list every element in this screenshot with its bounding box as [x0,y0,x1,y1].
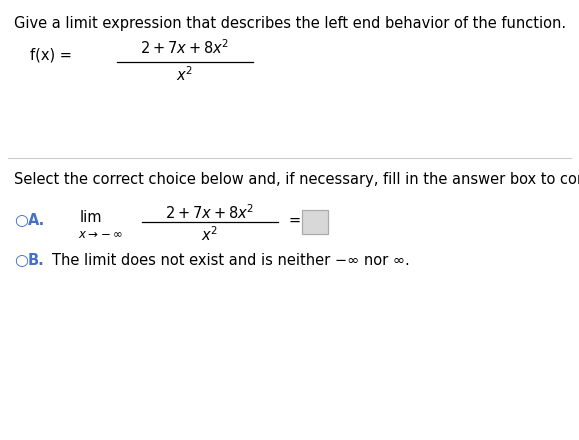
Text: lim: lim [80,209,102,224]
Text: The limit does not exist and is neither −∞ nor ∞.: The limit does not exist and is neither … [52,253,410,268]
Text: $2+7x+8x^2$: $2+7x+8x^2$ [166,203,255,222]
Text: A.: A. [28,213,45,227]
Text: ○: ○ [14,213,28,227]
Text: $x\to\!-\infty$: $x\to\!-\infty$ [78,227,123,241]
Text: Select the correct choice below and, if necessary, fill in the answer box to com: Select the correct choice below and, if … [14,172,579,187]
Text: ○: ○ [14,253,28,268]
Text: f(x) =: f(x) = [30,48,72,62]
Text: =: = [288,213,300,227]
Text: $2+7x+8x^2$: $2+7x+8x^2$ [140,38,230,57]
Text: $x^2$: $x^2$ [177,65,193,84]
Text: $x^2$: $x^2$ [201,225,219,244]
Text: Give a limit expression that describes the left end behavior of the function.: Give a limit expression that describes t… [14,16,566,31]
FancyBboxPatch shape [302,210,328,234]
Text: B.: B. [28,253,45,268]
